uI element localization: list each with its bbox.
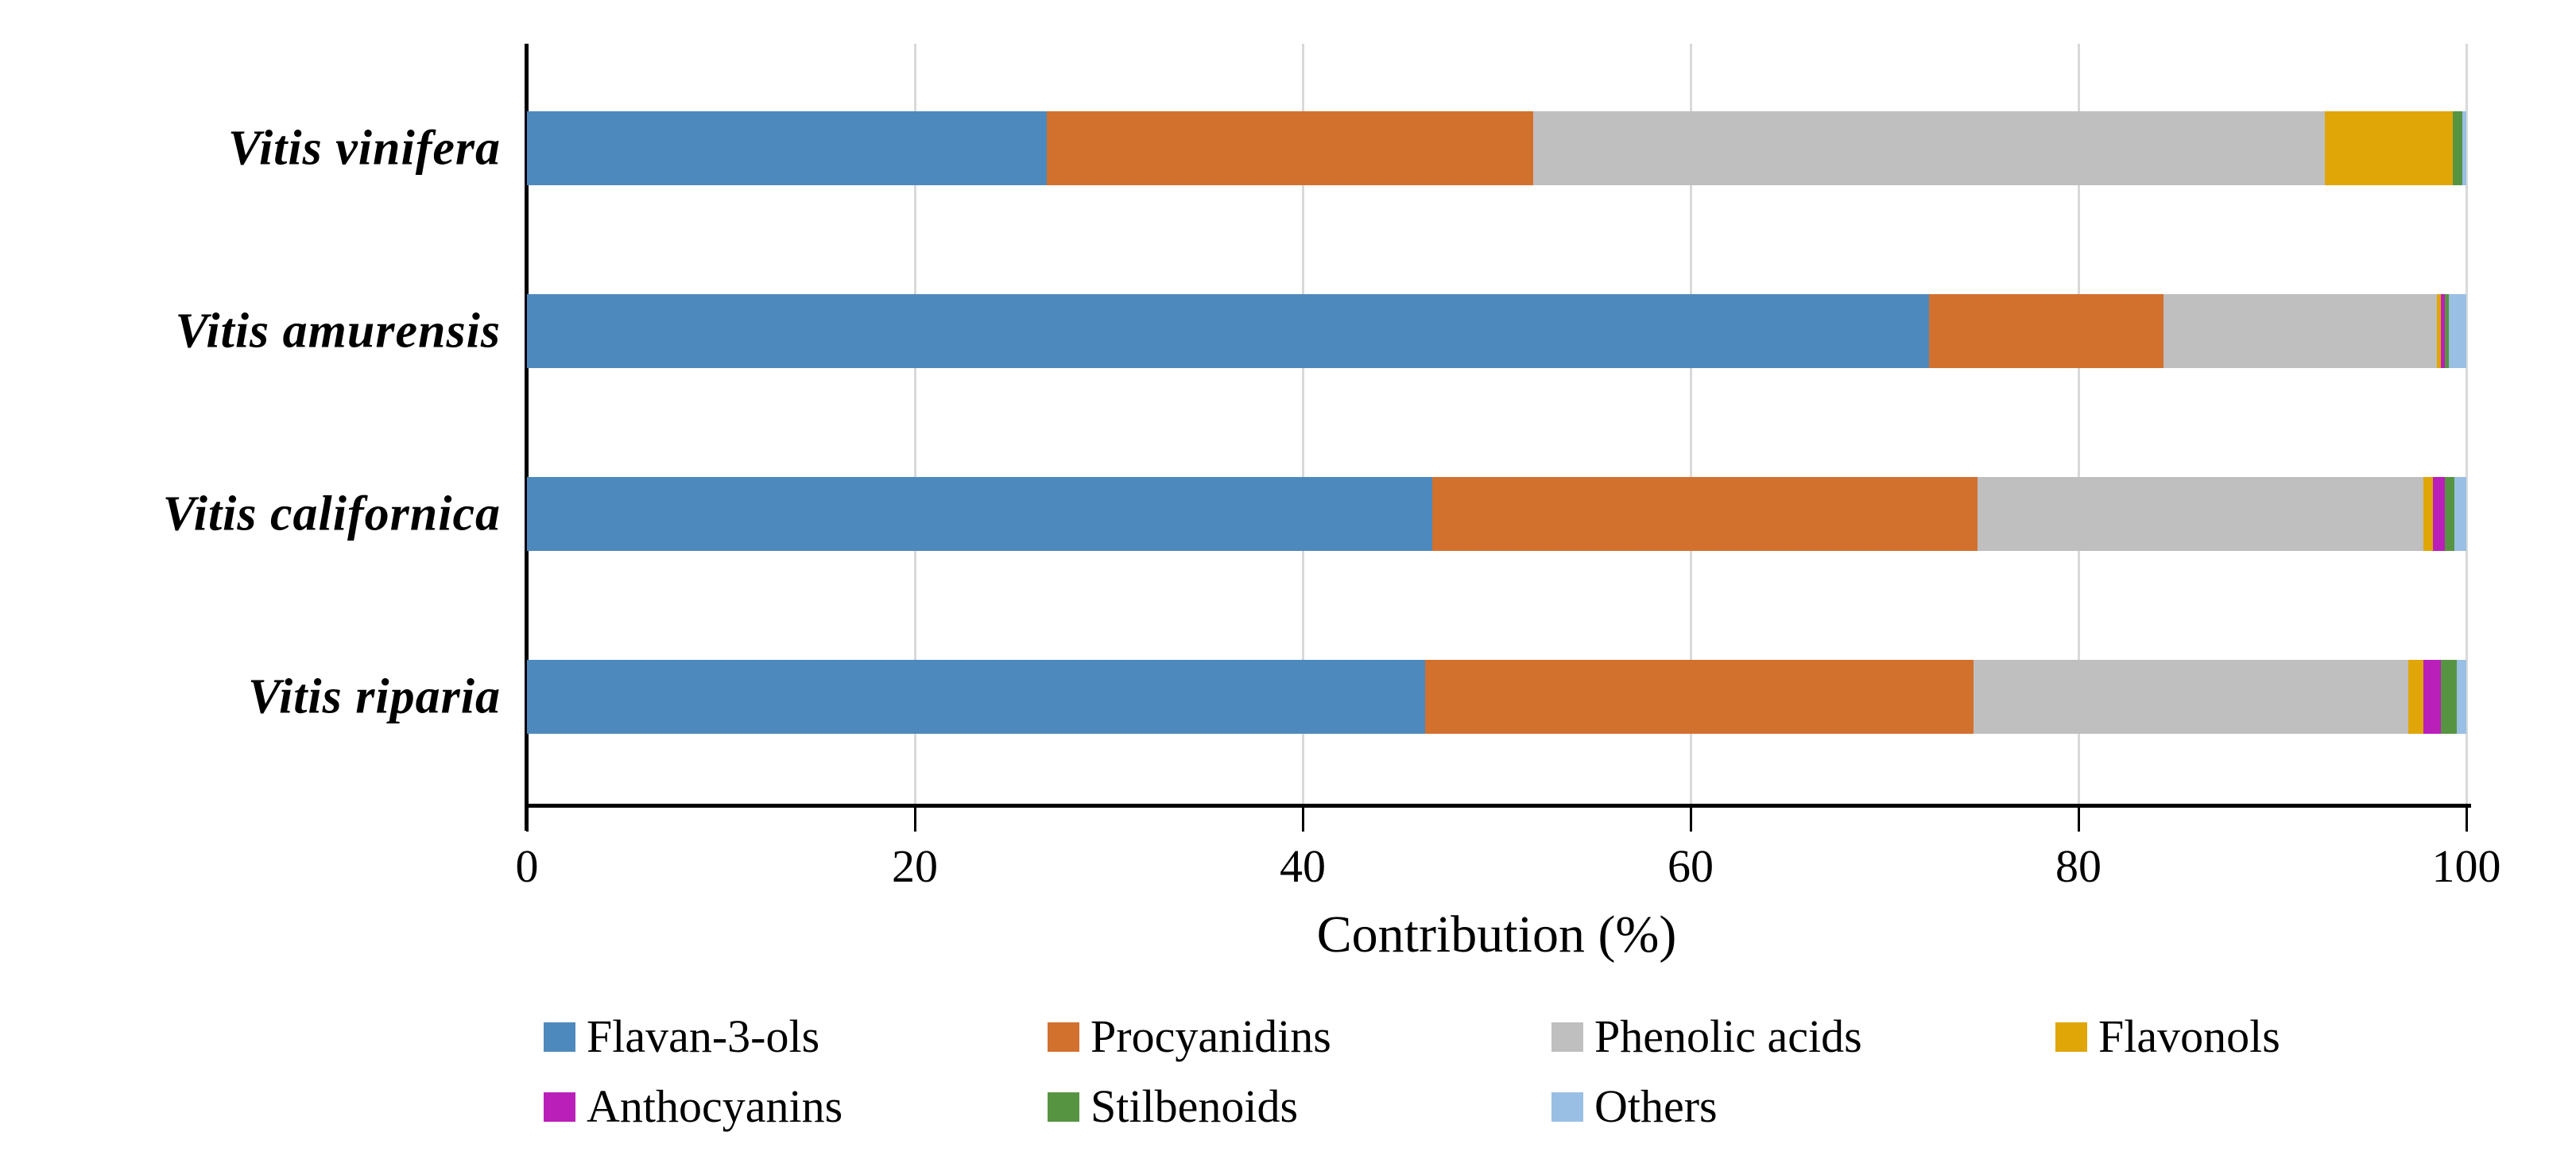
legend-item: Flavan-3-ols xyxy=(544,1010,820,1062)
gridline-80 xyxy=(2077,44,2080,805)
legend-swatch xyxy=(1048,1092,1079,1122)
bar-segment xyxy=(2452,111,2463,185)
legend-item: Anthocyanins xyxy=(544,1080,843,1132)
x-axis-tick-label: 100 xyxy=(2431,840,2501,892)
category-label: Vitis vinifera xyxy=(228,121,501,175)
category-label: Vitis riparia xyxy=(248,669,501,723)
x-axis-tick xyxy=(1689,808,1692,832)
bar-segment xyxy=(527,294,1930,368)
bar-segment xyxy=(527,660,1425,734)
legend-label: Flavonols xyxy=(2098,1010,2280,1062)
x-axis-line xyxy=(525,804,2471,808)
bar-segment xyxy=(2407,660,2424,734)
x-axis-tick-label: 60 xyxy=(1668,840,1714,892)
bar-segment xyxy=(527,477,1433,551)
bar-row-0 xyxy=(527,111,2466,185)
legend-item: Stilbenoids xyxy=(1048,1080,1299,1132)
bar-segment xyxy=(2456,660,2466,734)
gridline-20 xyxy=(913,44,916,805)
x-axis-tick-label: 20 xyxy=(892,840,938,892)
bar-segment xyxy=(1424,660,1974,734)
x-axis-tick xyxy=(913,808,916,832)
bar-segment xyxy=(1978,477,2424,551)
gridline-40 xyxy=(1301,44,1304,805)
bar-segment xyxy=(2445,477,2455,551)
legend-label: Flavan-3-ols xyxy=(587,1010,820,1062)
legend-label: Anthocyanins xyxy=(587,1080,843,1132)
bar-segment xyxy=(2423,660,2442,734)
legend-item: Flavonols xyxy=(2055,1010,2280,1062)
legend-item: Others xyxy=(1551,1080,1718,1132)
x-axis-tick xyxy=(525,808,529,832)
legend-label: Phenolic acids xyxy=(1594,1010,1862,1062)
bar-row-3 xyxy=(527,660,2466,734)
y-axis-line xyxy=(525,44,529,831)
x-axis-tick-label: 0 xyxy=(515,840,539,892)
x-axis-tick xyxy=(2465,808,2468,832)
legend-swatch xyxy=(1551,1022,1583,1052)
bar-row-1 xyxy=(527,294,2466,368)
gridline-60 xyxy=(1689,44,1692,805)
legend-item: Phenolic acids xyxy=(1551,1010,1862,1062)
x-axis-tick xyxy=(2077,808,2080,832)
bar-segment xyxy=(1929,294,2164,368)
bar-segment xyxy=(2423,477,2434,551)
bar-segment xyxy=(2437,294,2442,368)
x-axis-tick xyxy=(1301,808,1304,832)
legend-swatch xyxy=(1551,1092,1583,1122)
legend-label: Procyanidins xyxy=(1090,1010,1331,1062)
legend-swatch xyxy=(544,1022,575,1052)
x-axis-title: Contribution (%) xyxy=(1316,905,1677,964)
bar-segment xyxy=(2445,294,2449,368)
category-label: Vitis amurensis xyxy=(175,304,501,358)
bar-segment xyxy=(2449,294,2466,368)
bar-segment xyxy=(1046,111,1534,185)
legend-item: Procyanidins xyxy=(1048,1010,1331,1062)
legend-label: Others xyxy=(1594,1080,1718,1132)
bar-segment xyxy=(2163,294,2438,368)
bar-segment xyxy=(1974,660,2408,734)
bar-segment xyxy=(527,111,1047,185)
bar-segment xyxy=(1533,111,2325,185)
bar-row-2 xyxy=(527,477,2466,551)
legend-swatch xyxy=(1048,1022,1079,1052)
category-label: Vitis californica xyxy=(162,487,501,541)
legend-swatch xyxy=(544,1092,575,1122)
bar-segment xyxy=(2433,477,2446,551)
gridline-100 xyxy=(2465,44,2468,805)
legend-swatch xyxy=(2055,1022,2087,1052)
bar-segment xyxy=(2441,294,2446,368)
x-axis-tick-label: 80 xyxy=(2055,840,2101,892)
bar-segment xyxy=(2441,660,2457,734)
bar-segment xyxy=(2454,477,2466,551)
bar-segment xyxy=(2324,111,2453,185)
bar-segment xyxy=(2462,111,2466,185)
bar-segment xyxy=(1432,477,1978,551)
x-axis-tick-label: 40 xyxy=(1280,840,1326,892)
legend-label: Stilbenoids xyxy=(1090,1080,1299,1132)
